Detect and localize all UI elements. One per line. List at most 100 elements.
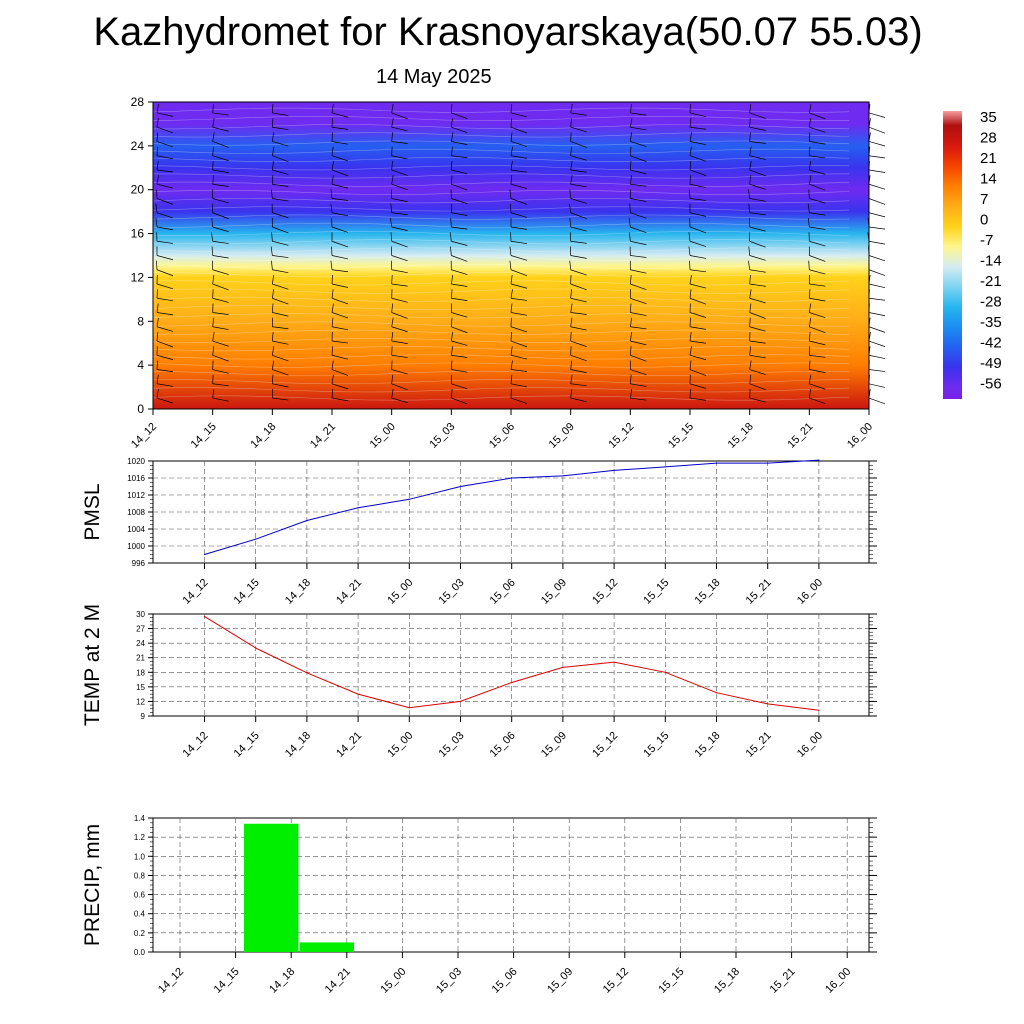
wind-barb-flag (451, 297, 468, 301)
wind-barb-shaft (689, 132, 692, 142)
contour-line (152, 107, 850, 113)
wind-barb-shaft (450, 289, 453, 299)
wind-barb-flag (630, 340, 647, 346)
wind-barb-flag (156, 240, 174, 244)
wind-barb-flag (749, 283, 766, 287)
wind-barb-flag (689, 397, 707, 401)
wind-barb-shaft (689, 160, 692, 171)
wind-barb-shaft (748, 260, 751, 270)
wind-barb-flag (331, 326, 349, 331)
wind-barb-flag (809, 269, 826, 275)
wind-barb-shaft (510, 132, 513, 142)
contour-line (152, 313, 850, 319)
wind-barb-shaft (808, 388, 812, 399)
wind-barb-flag (809, 312, 826, 319)
wind-barb-flag (868, 255, 886, 262)
ytick-label: 18 (136, 668, 145, 677)
wind-barb-shaft (212, 331, 215, 342)
wind-barb-shaft (212, 118, 215, 128)
data-point (613, 469, 615, 471)
wind-barb-shaft (155, 217, 158, 228)
wind-barb-shaft (156, 331, 159, 342)
wind-barb-flag (272, 141, 289, 147)
wind-barb-flag (391, 198, 408, 203)
heatmap-xtick-label: 16_00 (845, 421, 875, 451)
wind-barb-flag (451, 112, 468, 119)
wind-barb-shaft (331, 303, 334, 313)
date-subtitle: 14 May 2025 (376, 66, 492, 88)
wind-barb-shaft (629, 274, 632, 285)
colorbar-label: -28 (980, 294, 1002, 311)
wind-barb-flag (510, 283, 528, 289)
wind-barb-shaft (212, 317, 215, 327)
wind-barb-flag (510, 340, 528, 348)
wind-barb-flag (510, 326, 528, 333)
wind-barb-shaft (629, 346, 632, 356)
xtick-label: 14_15 (232, 577, 262, 607)
colorbar-label: -49 (980, 355, 1002, 372)
xtick-label: 15_21 (744, 577, 774, 607)
wind-barb-flag (809, 297, 826, 302)
wind-barb-flag (749, 369, 766, 375)
ytick-label: 1012 (127, 491, 145, 500)
wind-barb-flag (809, 369, 826, 373)
wind-barb-flag (689, 198, 707, 201)
contour-line (152, 214, 850, 220)
xtick-label: 14_12 (181, 577, 211, 607)
wind-barb-shaft (450, 360, 453, 370)
colorbar-label: -14 (980, 253, 1002, 270)
wind-barb-flag (689, 212, 707, 217)
wind-barb-flag (809, 212, 826, 216)
wind-barb-shaft (156, 103, 159, 114)
wind-barb-shaft (689, 331, 692, 342)
wind-barb-shaft (212, 346, 215, 356)
wind-barb-shaft (450, 175, 453, 185)
wind-barb-shaft (510, 146, 513, 156)
wind-barb-flag (331, 183, 349, 189)
wind-barb-flag (868, 240, 886, 245)
wind-barb-flag (510, 297, 528, 301)
ytick-label: 24 (136, 639, 145, 648)
wind-barb-flag (331, 155, 349, 162)
wind-barb-flag (331, 112, 349, 118)
heatmap-ytick-label: 24 (131, 139, 145, 153)
wind-barb-flag (868, 354, 886, 359)
colorbar-label: 7 (980, 191, 988, 208)
ytick-label: 9 (141, 712, 146, 721)
wind-barb-shaft (331, 146, 334, 156)
wind-barb-flag (451, 269, 468, 275)
wind-barb-flag (510, 226, 528, 230)
precip-bar (299, 942, 355, 952)
xtick-label: 14_15 (212, 966, 242, 996)
wind-barb-flag (510, 169, 528, 173)
wind-barb-shaft (390, 203, 393, 213)
wind-barb-shaft (391, 132, 393, 142)
wind-barb-shaft (156, 146, 158, 156)
wind-barb-shaft (450, 160, 453, 170)
wind-barb-flag (689, 155, 707, 162)
data-point (203, 615, 206, 618)
data-point (715, 692, 718, 694)
wind-barb-shaft (808, 289, 811, 299)
wind-barb-flag (272, 369, 289, 376)
wind-barb-flag (391, 141, 408, 144)
contour-line (152, 231, 850, 237)
temp-2m-panel: 9 12 15 18 21 24 27 30 14_12 14_15 14_18 14_21 15_00… (81, 604, 877, 760)
wind-barb-flag (630, 198, 647, 202)
wind-barb-flag (331, 240, 349, 248)
wind-barb-shaft (391, 160, 393, 171)
wind-barb-flag (570, 198, 587, 204)
wind-barb-flag (331, 340, 349, 344)
heatmap-xtick-label: 14_18 (248, 421, 278, 451)
wind-barb-flag (451, 126, 468, 134)
data-point (511, 681, 513, 684)
contour-line (152, 354, 850, 360)
wind-barb-shaft (330, 260, 333, 270)
wind-barb-flag (212, 255, 229, 259)
wind-barb-shaft (808, 360, 811, 370)
wind-barb-flag (156, 383, 174, 387)
wind-barb-shaft (808, 317, 812, 327)
wind-barb-shaft (156, 374, 159, 384)
wind-barb-flag (212, 326, 229, 330)
wind-barb-flag (868, 283, 886, 289)
